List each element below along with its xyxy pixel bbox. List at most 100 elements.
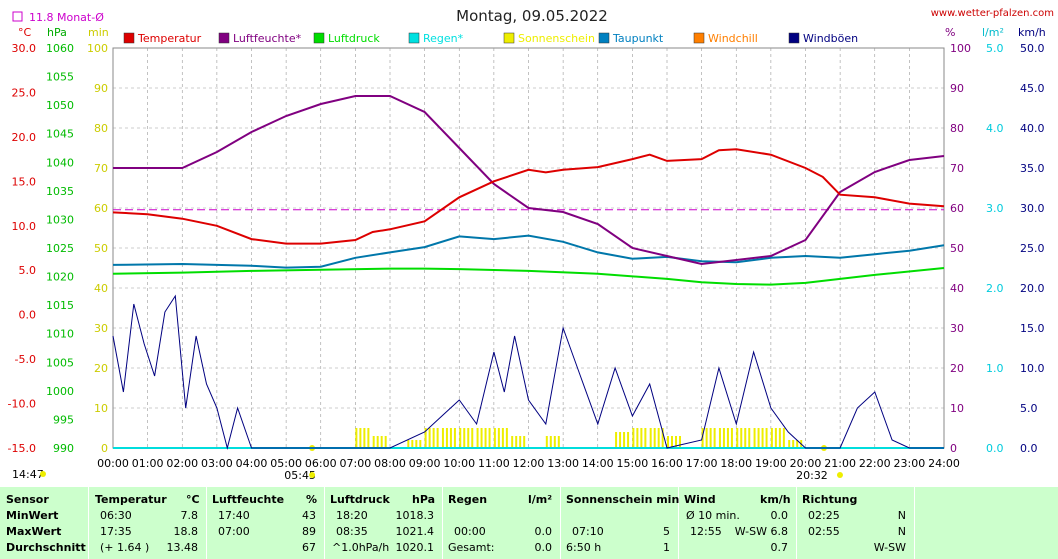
sun-bar-14-1 [705, 428, 708, 448]
sun-bar-4-1 [445, 428, 448, 448]
sun-bar-18-2 [778, 428, 781, 448]
hdr-press: Luftdruck [330, 493, 390, 506]
hpa-tick-6: 1030 [46, 213, 74, 226]
row-max-dir-time: 02:55 [808, 525, 840, 538]
sun-bar-10-0 [615, 432, 618, 448]
row-max-press-time: 08:35 [336, 525, 368, 538]
legend-swatch-0 [123, 32, 135, 44]
time-tick-16: 16:00 [651, 457, 683, 470]
chart-legend: Temperatur Luftfeuchte* Luftdruck Regen* Son… [123, 32, 858, 45]
sun-bar-17-0 [753, 428, 756, 448]
row-max-sun-time: 07:10 [572, 525, 604, 538]
sun-bar-16-2 [744, 428, 747, 448]
sun-bar-1-2 [380, 436, 383, 448]
row-min-label: MinWert [6, 509, 59, 522]
time-tick-23: 23:00 [894, 457, 926, 470]
sun-bar-9-0 [545, 436, 548, 448]
sun-bar-8-1 [515, 436, 518, 448]
hpa-tick-13: 995 [53, 413, 74, 426]
row-avg-temp-time: (+ 1.64 ) [100, 541, 150, 554]
hpa-tick-5: 1035 [46, 185, 74, 198]
plot-area [112, 95, 945, 450]
time-tick-8: 08:00 [374, 457, 406, 470]
row-min-dir-time: 02:25 [808, 509, 840, 522]
sun-bar-5-2 [467, 428, 470, 448]
row-max-temp-time: 17:35 [100, 525, 132, 538]
row-avg-hum-val: 67 [302, 541, 316, 554]
sun-bar-18-0 [770, 428, 773, 448]
pct-tick-10: 0 [950, 442, 957, 455]
sunrise-label: 05:45 [284, 469, 316, 482]
legend-swatch-5 [598, 32, 610, 44]
sunset-label: 20:32 [796, 469, 828, 482]
hdr-hum: Luftfeuchte [212, 493, 285, 506]
row-avg-sun-val: 1 [663, 541, 670, 554]
pct-tick-1: 90 [950, 82, 964, 95]
sun-bar-9-3 [557, 436, 560, 448]
time-tick-10: 10:00 [443, 457, 475, 470]
website-link[interactable]: www.wetter-pfalzen.com [931, 8, 1054, 19]
sun-bar-4-0 [441, 428, 444, 448]
hpa-tick-8: 1020 [46, 271, 74, 284]
sunset-dot [836, 472, 843, 478]
sun-bar-8-2 [519, 436, 522, 448]
sun-bar-14-2 [709, 428, 712, 448]
sun-bar-6-1 [480, 428, 483, 448]
sun-bar-12-1 [653, 428, 656, 448]
humidity-line [113, 95, 945, 266]
sun-bar-3-0 [424, 428, 427, 448]
sun-bar-4-2 [449, 428, 452, 448]
legend-swatch-7 [788, 32, 800, 44]
sun-bar-11-3 [644, 428, 647, 448]
hpa-tick-12: 1000 [46, 385, 74, 398]
sun-bar-2-2 [415, 440, 418, 448]
row-max-wind-val: W-SW 6.8 [734, 525, 788, 538]
row-max-sun-val: 5 [663, 525, 670, 538]
rain-tick-1: 4.0 [986, 122, 1004, 135]
time-tick-9: 09:00 [409, 457, 441, 470]
hpa-tick-2: 1050 [46, 99, 74, 112]
rain-tick-4: 1.0 [986, 362, 1004, 375]
hdr-press-unit: hPa [412, 493, 436, 506]
row-avg-rain-time: Gesamt: [448, 541, 495, 554]
legend-label-6: Windchill [708, 32, 758, 45]
weather-chart: Montag, 09.05.2022 www.wetter-pfalzen.co… [8, 7, 1054, 482]
row-max-wind-time: 12:55 [690, 525, 722, 538]
time-tick-0: 00:00 [97, 457, 129, 470]
temp-tick-6: 0.0 [19, 309, 37, 322]
rain-tick-5: 0.0 [986, 442, 1004, 455]
hdr-sun: Sonnenschein min [566, 493, 680, 506]
hdr-rain: Regen [448, 493, 488, 506]
row-min-hum-time: 17:40 [218, 509, 250, 522]
row-avg-sun-time: 6:50 h [566, 541, 602, 554]
row-min-wind-time: Ø 10 min. [686, 509, 740, 522]
min-tick-6: 40 [94, 282, 108, 295]
sun-bar-14-3 [713, 428, 716, 448]
sun-bar-17-2 [761, 428, 764, 448]
sun-bar-9-1 [549, 436, 552, 448]
time-tick-15: 15:00 [617, 457, 649, 470]
unit-kmh: km/h [1018, 26, 1046, 39]
hpa-tick-0: 1060 [46, 42, 74, 55]
hdr-wind-unit: km/h [760, 493, 791, 506]
legend-swatch-1 [218, 32, 230, 44]
time-tick-12: 12:00 [513, 457, 545, 470]
sun-bar-3-2 [432, 428, 435, 448]
row-min-temp-time: 06:30 [100, 509, 132, 522]
sun-bar-1-0 [372, 436, 375, 448]
sun-bar-15-0 [718, 428, 721, 448]
sun-bar-19-0 [788, 440, 791, 448]
hpa-tick-1: 1055 [46, 71, 74, 84]
pct-tick-6: 40 [950, 282, 964, 295]
rain-tick-2: 3.0 [986, 202, 1004, 215]
row-avg-press-val: 1020.1 [395, 541, 435, 554]
pct-tick-9: 10 [950, 402, 964, 415]
time-tick-18: 18:00 [720, 457, 752, 470]
row-max-dir-val: N [897, 525, 906, 538]
sun-bar-12-3 [661, 428, 664, 448]
sun-bar-7-0 [493, 428, 496, 448]
hdr-temp: Temperatur [95, 493, 167, 506]
row-max-label: MaxWert [6, 525, 62, 538]
sun-bar-12-0 [649, 428, 652, 448]
sun-bar-11-1 [636, 428, 639, 448]
